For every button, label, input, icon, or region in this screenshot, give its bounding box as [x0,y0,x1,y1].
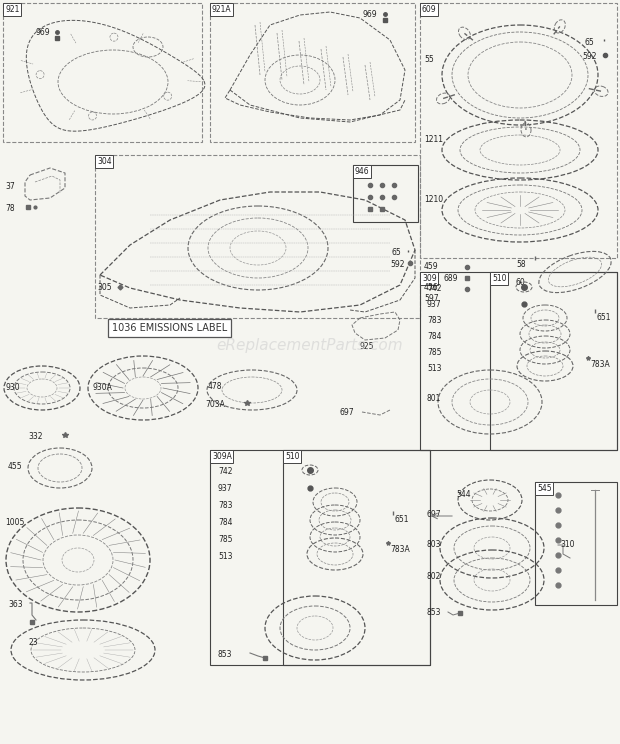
Text: 697: 697 [340,408,355,417]
Text: 332: 332 [28,432,43,441]
Text: 60: 60 [516,278,526,287]
Text: 309: 309 [422,274,436,283]
Text: 58: 58 [516,260,526,269]
Text: 802: 802 [427,572,441,581]
Text: 946: 946 [355,167,370,176]
Text: 689: 689 [444,274,459,283]
Text: 930A: 930A [92,383,112,392]
Text: 455: 455 [8,462,22,471]
Text: 545: 545 [537,484,552,493]
Text: 937: 937 [218,484,232,493]
Text: 783A: 783A [590,360,609,369]
Text: 459: 459 [424,262,438,271]
Text: 478: 478 [208,382,223,391]
Text: 783: 783 [427,316,441,325]
Bar [420,272,617,450]
Text: 55: 55 [424,55,434,64]
Text: 784: 784 [427,332,441,341]
Text: 742: 742 [218,467,232,476]
Text: 597: 597 [424,294,438,303]
Text: 513: 513 [218,552,232,561]
Text: 703A: 703A [205,400,225,409]
Text: 853: 853 [218,650,232,659]
Bar [283,450,430,665]
Bar [210,3,415,142]
Text: 921A: 921A [212,5,232,14]
Text: 785: 785 [427,348,441,357]
Bar [353,165,418,222]
Text: 651: 651 [395,515,409,524]
Text: 592: 592 [582,52,596,61]
Text: 513: 513 [427,364,441,373]
Text: 510: 510 [285,452,299,461]
Text: 609: 609 [422,5,436,14]
Text: 23: 23 [28,638,38,647]
Text: 305: 305 [97,283,112,292]
Text: 969: 969 [363,10,378,19]
Text: 1211: 1211 [424,135,443,144]
Text: eReplacementParts.com: eReplacementParts.com [216,338,404,353]
Text: 592: 592 [390,260,404,269]
Text: 784: 784 [218,518,232,527]
Bar [420,3,617,258]
Text: 853: 853 [427,608,441,617]
Bar [535,482,617,605]
Text: 65: 65 [585,38,595,47]
Text: 783A: 783A [390,545,410,554]
Text: 801: 801 [427,394,441,403]
Text: 510: 510 [492,274,507,283]
Text: 937: 937 [427,300,441,309]
Text: 921: 921 [5,5,19,14]
Text: 742: 742 [427,284,441,293]
Text: 544: 544 [456,490,471,499]
Text: 785: 785 [218,535,232,544]
Bar [210,450,430,665]
Text: 78: 78 [5,204,15,213]
Text: 310: 310 [560,540,575,549]
Text: 456: 456 [424,283,438,292]
Text: 37: 37 [5,182,15,191]
Text: 803: 803 [427,540,441,549]
Text: 783: 783 [218,501,232,510]
Text: 969: 969 [35,28,50,37]
Text: 930: 930 [5,383,20,392]
Text: 1036 EMISSIONS LABEL: 1036 EMISSIONS LABEL [112,323,228,333]
Text: 65: 65 [392,248,402,257]
Text: 651: 651 [597,313,611,322]
Text: 363: 363 [8,600,22,609]
Bar [3,3,202,142]
Bar [490,272,617,450]
Text: 309A: 309A [212,452,232,461]
Text: 304: 304 [97,157,112,166]
Text: 1210: 1210 [424,195,443,204]
Text: 925: 925 [360,342,374,351]
Text: 697: 697 [427,510,441,519]
Bar [95,155,420,318]
Text: 1005: 1005 [5,518,24,527]
